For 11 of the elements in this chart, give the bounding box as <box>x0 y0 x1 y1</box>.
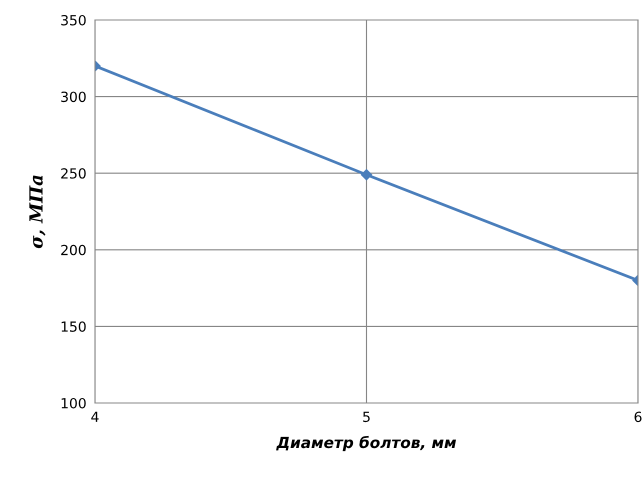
y-tick-label: 350 <box>61 14 86 26</box>
y-tick-label: 150 <box>62 321 86 332</box>
x-tick-label: 4 <box>91 412 99 422</box>
y-axis-title: σ, МПа <box>29 175 46 248</box>
y-tick-label: 100 <box>62 398 86 408</box>
y-tick-label: 200 <box>61 244 86 256</box>
x-tick-label: 6 <box>634 412 642 422</box>
x-axis-title: Диаметр болтов, мм <box>276 436 456 452</box>
y-tick-label: 250 <box>61 168 86 179</box>
x-tick-label: 5 <box>363 412 370 422</box>
y-tick-label: 300 <box>61 92 86 102</box>
